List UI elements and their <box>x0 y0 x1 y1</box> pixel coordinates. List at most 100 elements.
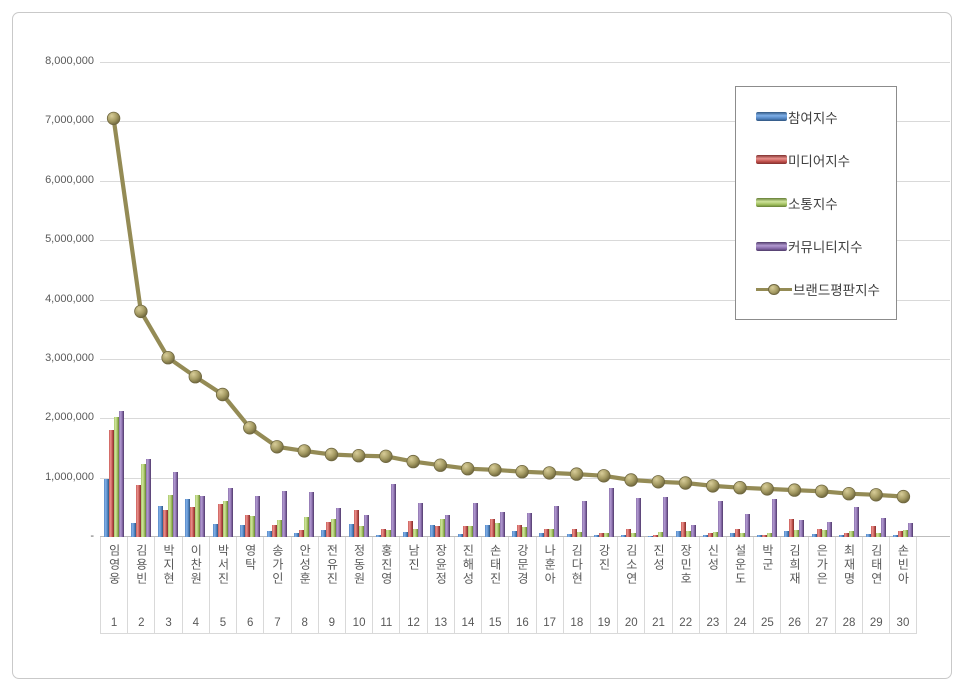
x-category-cell: 나훈아 <box>535 537 563 612</box>
x-rank-number: 8 <box>301 616 308 629</box>
line-marker-rank-24 <box>733 481 747 495</box>
bar-미디어지수-rank-7 <box>272 525 278 537</box>
bar-커뮤니티지수-rank-3 <box>173 472 179 537</box>
bar-미디어지수-rank-10 <box>353 510 359 537</box>
x-category-cell: 정동원 <box>344 537 372 612</box>
line-marker-rank-5 <box>215 387 230 402</box>
y-tick-label: 6,000,000 <box>45 173 94 186</box>
x-category-name: 이찬원 <box>188 544 203 586</box>
x-rank-number: 6 <box>247 616 254 629</box>
x-category-cell: 박서진 <box>208 537 236 612</box>
x-rank-number: 17 <box>543 616 556 629</box>
bar-참여지수-rank-3 <box>158 505 164 537</box>
bar-미디어지수-rank-17 <box>544 528 550 537</box>
bar-미디어지수-rank-12 <box>408 520 414 537</box>
x-rank-number: 3 <box>165 616 172 629</box>
bar-미디어지수-rank-14 <box>462 526 468 537</box>
bar-미디어지수-rank-9 <box>326 522 332 537</box>
brand-index-line <box>106 111 911 504</box>
bar-커뮤니티지수-rank-13 <box>445 515 451 537</box>
line-marker-rank-29 <box>869 488 883 502</box>
y-tick-label: 5,000,000 <box>45 233 94 246</box>
bar-커뮤니티지수-rank-5 <box>227 487 233 537</box>
legend-item-브랜드평판지수: 브랜드평판지수 <box>756 279 890 299</box>
y-zero-label: - <box>90 530 94 542</box>
bar-소통지수-rank-10 <box>358 525 364 537</box>
bar-미디어지수-rank-28 <box>843 533 849 537</box>
x-category-cell: 장민호 <box>671 537 699 612</box>
x-category-name: 손태진 <box>488 544 503 586</box>
x-category-name: 김소연 <box>624 544 639 586</box>
bar-커뮤니티지수-rank-28 <box>853 507 859 537</box>
x-category-name: 정동원 <box>352 544 367 586</box>
x-rank-cell: 4 <box>181 612 209 634</box>
bar-소통지수-rank-13 <box>440 518 446 537</box>
bar-미디어지수-rank-8 <box>299 530 305 537</box>
bar-소통지수-rank-5 <box>222 501 228 537</box>
y-tick-label: 3,000,000 <box>45 351 94 364</box>
bar-참여지수-rank-26 <box>784 531 790 537</box>
x-rank-number: 4 <box>192 616 199 629</box>
line-marker-rank-13 <box>433 458 448 472</box>
bar-커뮤니티지수-rank-24 <box>744 514 750 537</box>
bar-참여지수-rank-7 <box>267 531 273 537</box>
x-category-name: 김희재 <box>787 544 802 586</box>
x-rank-number: 25 <box>760 616 774 629</box>
x-rank-number: 5 <box>219 616 227 629</box>
bar-소통지수-rank-2 <box>140 463 146 537</box>
line-marker-rank-6 <box>243 421 257 435</box>
x-rank-cell: 21 <box>644 612 672 634</box>
line-marker-rank-28 <box>842 487 856 501</box>
gridline <box>100 121 950 123</box>
bar-미디어지수-rank-20 <box>626 529 632 537</box>
x-category-name: 신성 <box>705 544 720 572</box>
x-category-name: 장윤정 <box>433 544 448 586</box>
bar-참여지수-rank-27 <box>811 534 817 537</box>
bar-커뮤니티지수-rank-19 <box>608 487 614 537</box>
x-rank-cell: 29 <box>862 612 890 634</box>
bar-참여지수-rank-16 <box>512 531 518 537</box>
bar-참여지수-rank-12 <box>403 532 409 537</box>
bar-커뮤니티지수-rank-16 <box>527 513 533 537</box>
x-rank-cell: 18 <box>562 612 590 634</box>
gridline <box>100 477 950 479</box>
bar-참여지수-rank-30 <box>893 534 899 537</box>
x-category-name: 최재명 <box>842 544 857 586</box>
bar-소통지수-rank-14 <box>467 525 473 537</box>
gridline <box>100 418 950 420</box>
bar-커뮤니티지수-rank-12 <box>418 503 424 537</box>
gridline <box>100 240 950 242</box>
legend-bar-swatch <box>756 241 787 251</box>
x-rank-cell: 22 <box>671 612 699 634</box>
x-category-cell: 최재명 <box>834 537 862 612</box>
bar-참여지수-rank-13 <box>430 524 436 537</box>
legend-label: 브랜드평판지수 <box>793 283 880 299</box>
x-rank-number: 15 <box>488 616 502 629</box>
x-rank-number: 10 <box>352 616 366 629</box>
x-category-cell: 김희재 <box>780 537 807 612</box>
x-category-cell: 안성훈 <box>290 537 318 612</box>
line-marker-rank-1 <box>106 111 121 126</box>
x-category-cell: 진해성 <box>453 537 481 612</box>
bar-커뮤니티지수-rank-18 <box>581 501 587 537</box>
bar-소통지수-rank-17 <box>549 529 555 537</box>
bar-커뮤니티지수-rank-10 <box>363 515 369 537</box>
x-rank-number: 18 <box>570 616 584 629</box>
line-marker-rank-3 <box>161 351 175 365</box>
x-rank-number: 22 <box>679 616 693 629</box>
bar-참여지수-rank-22 <box>675 531 681 537</box>
bar-커뮤니티지수-rank-4 <box>200 496 206 537</box>
x-rank-cell: 28 <box>834 612 863 634</box>
bar-소통지수-rank-16 <box>522 526 528 537</box>
x-rank-cell: 6 <box>236 612 264 634</box>
x-category-name: 박군 <box>760 544 775 572</box>
line-marker-rank-25 <box>760 482 774 496</box>
bar-커뮤니티지수-rank-11 <box>390 484 396 537</box>
line-marker-rank-27 <box>815 484 829 499</box>
bar-미디어지수-rank-4 <box>190 507 196 537</box>
bar-미디어지수-rank-30 <box>898 531 904 537</box>
x-category-name: 강진 <box>597 544 612 572</box>
x-category-name: 진성 <box>651 544 666 572</box>
line-marker-rank-12 <box>406 454 420 469</box>
x-category-cell: 설운도 <box>726 537 753 612</box>
